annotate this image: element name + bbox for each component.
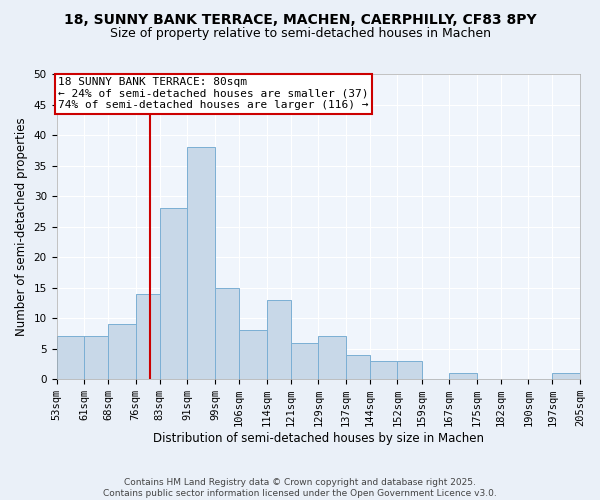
Bar [449, 373, 476, 379]
Bar [136, 294, 160, 379]
Bar [187, 148, 215, 379]
Text: 18 SUNNY BANK TERRACE: 80sqm
← 24% of semi-detached houses are smaller (37)
74% : 18 SUNNY BANK TERRACE: 80sqm ← 24% of se… [58, 77, 369, 110]
Bar [370, 361, 397, 379]
Bar [553, 373, 580, 379]
Text: Contains HM Land Registry data © Crown copyright and database right 2025.
Contai: Contains HM Land Registry data © Crown c… [103, 478, 497, 498]
Bar [346, 355, 370, 379]
Bar [318, 336, 346, 379]
Bar [84, 336, 108, 379]
Bar [108, 324, 136, 379]
Bar [239, 330, 266, 379]
Text: 18, SUNNY BANK TERRACE, MACHEN, CAERPHILLY, CF83 8PY: 18, SUNNY BANK TERRACE, MACHEN, CAERPHIL… [64, 12, 536, 26]
X-axis label: Distribution of semi-detached houses by size in Machen: Distribution of semi-detached houses by … [153, 432, 484, 445]
Y-axis label: Number of semi-detached properties: Number of semi-detached properties [15, 118, 28, 336]
Bar [160, 208, 187, 379]
Bar [397, 361, 422, 379]
Bar [266, 300, 291, 379]
Bar [215, 288, 239, 379]
Text: Size of property relative to semi-detached houses in Machen: Size of property relative to semi-detach… [110, 28, 491, 40]
Bar [56, 336, 84, 379]
Bar [291, 342, 318, 379]
